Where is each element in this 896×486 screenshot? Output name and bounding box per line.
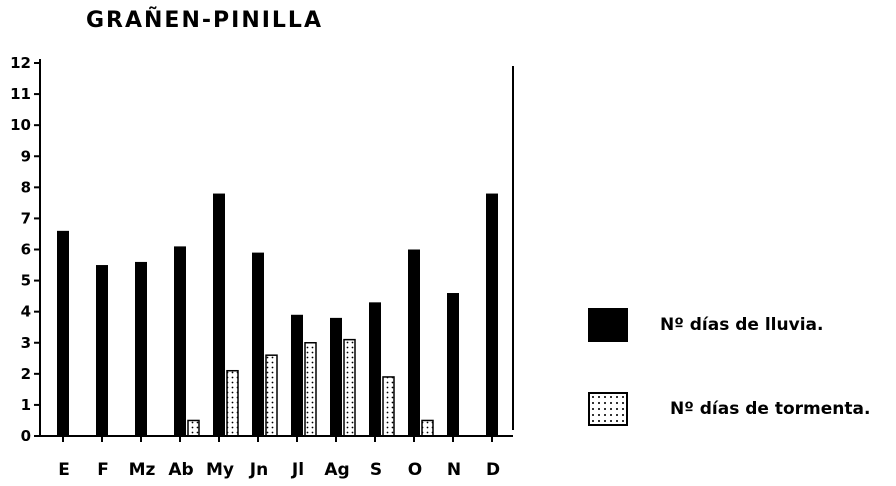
bar-rain-days — [252, 252, 264, 436]
x-tick-label: Jl — [291, 460, 304, 480]
x-tick-label: F — [97, 460, 109, 480]
bar-storm-days — [382, 376, 395, 437]
bar-rain-days — [369, 302, 381, 436]
y-tick-label: 6 — [21, 241, 31, 259]
legend-label-rain: Nº días de lluvia. — [660, 315, 824, 335]
y-tick-label: 9 — [21, 147, 31, 165]
x-tick-label: O — [408, 460, 422, 480]
x-tick-label: E — [58, 460, 70, 480]
x-tick-label: N — [447, 460, 461, 480]
legend-item-rain: Nº días de lluvia. — [588, 308, 823, 342]
bar-rain-days — [174, 246, 186, 436]
bar-storm-days — [421, 419, 434, 437]
y-tick-label: 3 — [21, 334, 31, 352]
bar-storm-days — [304, 342, 317, 437]
bar-storm-days — [226, 369, 239, 437]
legend-label-storm: Nº días de tormenta. — [670, 399, 871, 419]
bar-storm-days — [343, 338, 356, 437]
legend-swatch-rain — [588, 308, 628, 342]
bar-rain-days — [408, 249, 420, 436]
bar-rain-days — [213, 193, 225, 436]
x-tick-label: S — [370, 460, 382, 480]
y-tick-label: 1 — [21, 396, 31, 414]
y-tick-label: 7 — [21, 209, 31, 227]
bar-rain-days — [330, 317, 342, 436]
bar-rain-days — [486, 193, 498, 436]
x-axis-labels: E F Mz Ab My Jn Jl Ag S O N D — [58, 436, 500, 480]
bar-rain-days — [57, 230, 69, 436]
x-tick-label: My — [206, 460, 234, 480]
x-tick-label: Mz — [129, 460, 156, 480]
x-tick-label: Ag — [324, 460, 349, 480]
bar-rain-days — [447, 293, 459, 436]
y-tick-label: 4 — [21, 303, 31, 321]
bar-series — [57, 193, 498, 437]
chart-title: GRAÑEN-PINILLA — [86, 8, 323, 33]
x-tick-label: Ab — [168, 460, 193, 480]
bar-storm-days — [265, 354, 278, 437]
legend-item-storm: Nº días de tormenta. — [588, 392, 870, 426]
bar-storm-days — [187, 419, 200, 437]
y-tick-label: 10 — [10, 116, 31, 134]
y-tick-label: 8 — [21, 178, 31, 196]
x-tick-label: D — [486, 460, 500, 480]
y-tick-label: 11 — [10, 85, 31, 103]
y-tick-label: 0 — [21, 427, 31, 445]
x-tick-label: Jn — [249, 460, 268, 480]
y-tick-label: 5 — [21, 272, 31, 290]
bar-rain-days — [96, 265, 108, 436]
y-tick-label: 2 — [21, 365, 31, 383]
bar-rain-days — [291, 314, 303, 436]
y-tick-label: 12 — [10, 54, 31, 72]
bar-rain-days — [135, 261, 147, 436]
legend-swatch-storm — [588, 392, 628, 426]
